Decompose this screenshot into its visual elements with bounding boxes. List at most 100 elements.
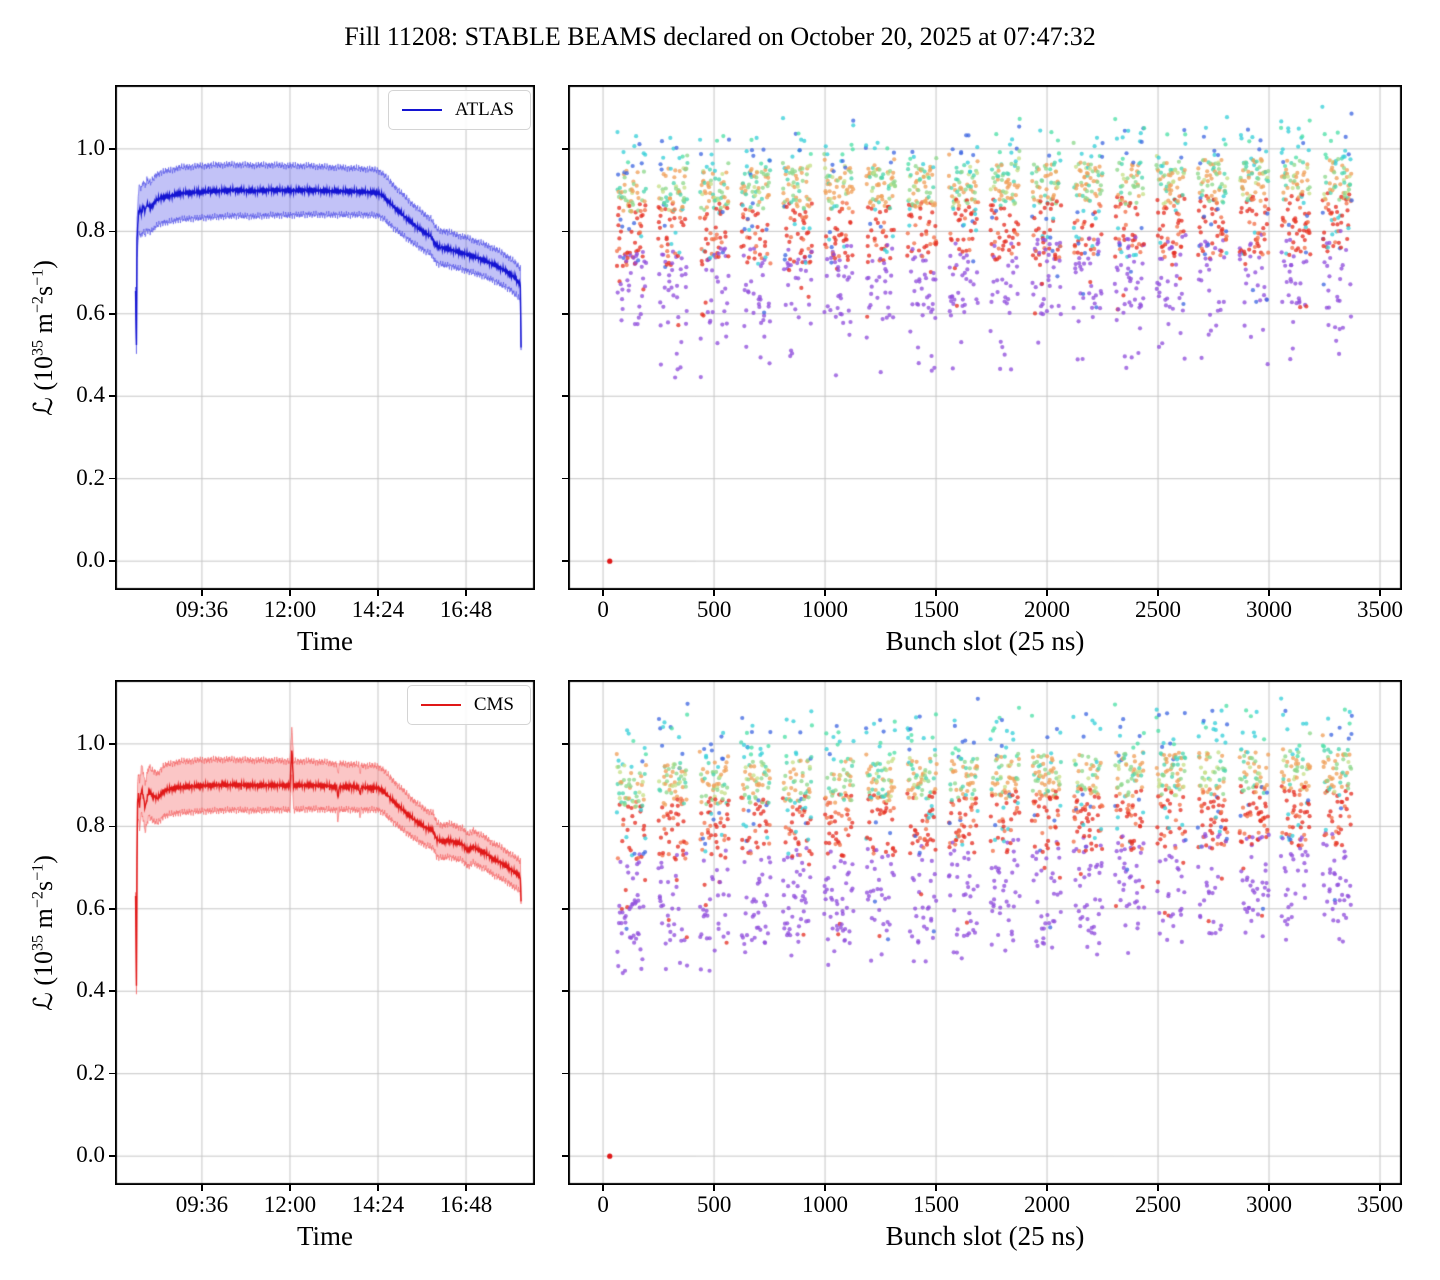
- x-tick: [1157, 590, 1159, 596]
- y-tick: [562, 990, 568, 992]
- y-tick: [562, 908, 568, 910]
- x-tick-label: 16:48: [439, 597, 493, 622]
- x-tick: [289, 1185, 291, 1191]
- x-tick: [935, 1185, 937, 1191]
- x-tick-label: 1500: [913, 1192, 960, 1217]
- x-tick: [1157, 1185, 1159, 1191]
- xlabel-atlas-time: Time: [296, 626, 354, 656]
- x-tick-label: 0: [597, 597, 609, 622]
- panel-cms-time: [115, 680, 535, 1185]
- y-tick-label: 1.0: [76, 134, 105, 160]
- x-tick-label: 1500: [913, 597, 960, 622]
- x-tick-label: 12:00: [263, 1192, 317, 1217]
- x-tick-label: 09:36: [175, 1192, 229, 1217]
- y-tick: [562, 825, 568, 828]
- y-tick: [109, 990, 115, 992]
- x-tick: [1379, 590, 1381, 596]
- x-tick-label: 1000: [802, 597, 849, 622]
- x-tick: [1046, 1185, 1048, 1191]
- y-tick-label: 0.0: [76, 547, 105, 573]
- x-tick: [1268, 1185, 1270, 1191]
- y-tick: [109, 313, 115, 315]
- panel-atlas-bunch: [568, 85, 1402, 590]
- x-tick: [602, 590, 604, 596]
- y-tick: [562, 395, 568, 397]
- y-tick: [109, 560, 115, 562]
- x-tick-label: 16:48: [439, 1192, 493, 1217]
- panel-atlas-time: [115, 85, 535, 590]
- legend-line-atlas: [401, 109, 442, 111]
- y-tick: [562, 230, 568, 233]
- xlabel-cms-bunch: Bunch slot (25 ns): [885, 1221, 1085, 1251]
- figure-title: Fill 11208: STABLE BEAMS declared on Oct…: [344, 22, 1096, 51]
- x-tick-label: 09:36: [175, 597, 229, 622]
- legend-cms: CMS: [406, 685, 531, 725]
- x-tick-label: 3500: [1357, 1192, 1404, 1217]
- x-tick: [377, 590, 379, 596]
- y-tick: [562, 560, 568, 562]
- x-tick: [201, 1185, 203, 1191]
- x-tick: [289, 590, 291, 596]
- y-tick: [109, 908, 115, 910]
- x-tick-label: 3000: [1246, 597, 1293, 622]
- x-tick-label: 2000: [1024, 597, 1071, 622]
- legend-atlas: ATLAS: [387, 90, 531, 130]
- x-tick-label: 2500: [1135, 1192, 1182, 1217]
- y-tick-label: 0.2: [76, 1059, 105, 1085]
- y-tick: [109, 477, 115, 480]
- y-tick: [109, 395, 115, 397]
- y-tick: [109, 230, 115, 233]
- y-tick: [562, 743, 568, 745]
- y-tick: [562, 477, 568, 480]
- y-tick: [109, 1072, 115, 1075]
- y-tick: [562, 1155, 568, 1157]
- ylabel-atlas-time: ℒ (1035 m−2s−1): [29, 259, 59, 416]
- x-tick: [1046, 590, 1048, 596]
- y-tick: [109, 825, 115, 828]
- x-tick-label: 14:24: [351, 1192, 405, 1217]
- y-tick-label: 0.2: [76, 464, 105, 490]
- x-tick: [935, 590, 937, 596]
- x-tick-label: 3000: [1246, 1192, 1293, 1217]
- legend-label: ATLAS: [454, 99, 514, 120]
- y-tick-label: 0.8: [76, 217, 105, 243]
- atlas-bunch-canvas: [568, 85, 1402, 590]
- x-tick: [713, 1185, 715, 1191]
- xlabel-cms-time: Time: [296, 1221, 354, 1251]
- y-tick-label: 0.8: [76, 812, 105, 838]
- xlabel-atlas-bunch: Bunch slot (25 ns): [885, 626, 1085, 656]
- y-tick-label: 0.0: [76, 1142, 105, 1168]
- ylabel-cms-time: ℒ (1035 m−2s−1): [29, 854, 59, 1011]
- y-tick-label: 0.6: [76, 299, 105, 325]
- y-tick-label: 1.0: [76, 729, 105, 755]
- x-tick-label: 3500: [1357, 597, 1404, 622]
- x-tick: [713, 590, 715, 596]
- x-tick-label: 14:24: [351, 597, 405, 622]
- legend-label: CMS: [473, 694, 514, 715]
- x-tick: [824, 1185, 826, 1191]
- x-tick-label: 1000: [802, 1192, 849, 1217]
- atlas-time-canvas: [115, 85, 535, 590]
- y-tick: [109, 148, 115, 150]
- x-tick-label: 2000: [1024, 1192, 1071, 1217]
- x-tick-label: 500: [696, 1192, 732, 1217]
- cms-bunch-canvas: [568, 680, 1402, 1185]
- y-tick: [109, 1155, 115, 1157]
- panel-cms-bunch: [568, 680, 1402, 1185]
- y-tick-label: 0.4: [76, 382, 105, 408]
- x-tick-label: 12:00: [263, 597, 317, 622]
- y-tick-label: 0.6: [76, 894, 105, 920]
- x-tick: [201, 590, 203, 596]
- x-tick: [602, 1185, 604, 1191]
- legend-line-cms: [420, 704, 461, 706]
- x-tick: [465, 590, 467, 596]
- y-tick: [562, 1072, 568, 1075]
- x-tick: [1379, 1185, 1381, 1191]
- x-tick-label: 0: [597, 1192, 609, 1217]
- x-tick-label: 500: [696, 597, 732, 622]
- y-tick: [109, 743, 115, 745]
- x-tick: [465, 1185, 467, 1191]
- y-tick-label: 0.4: [76, 977, 105, 1003]
- x-tick: [1268, 590, 1270, 596]
